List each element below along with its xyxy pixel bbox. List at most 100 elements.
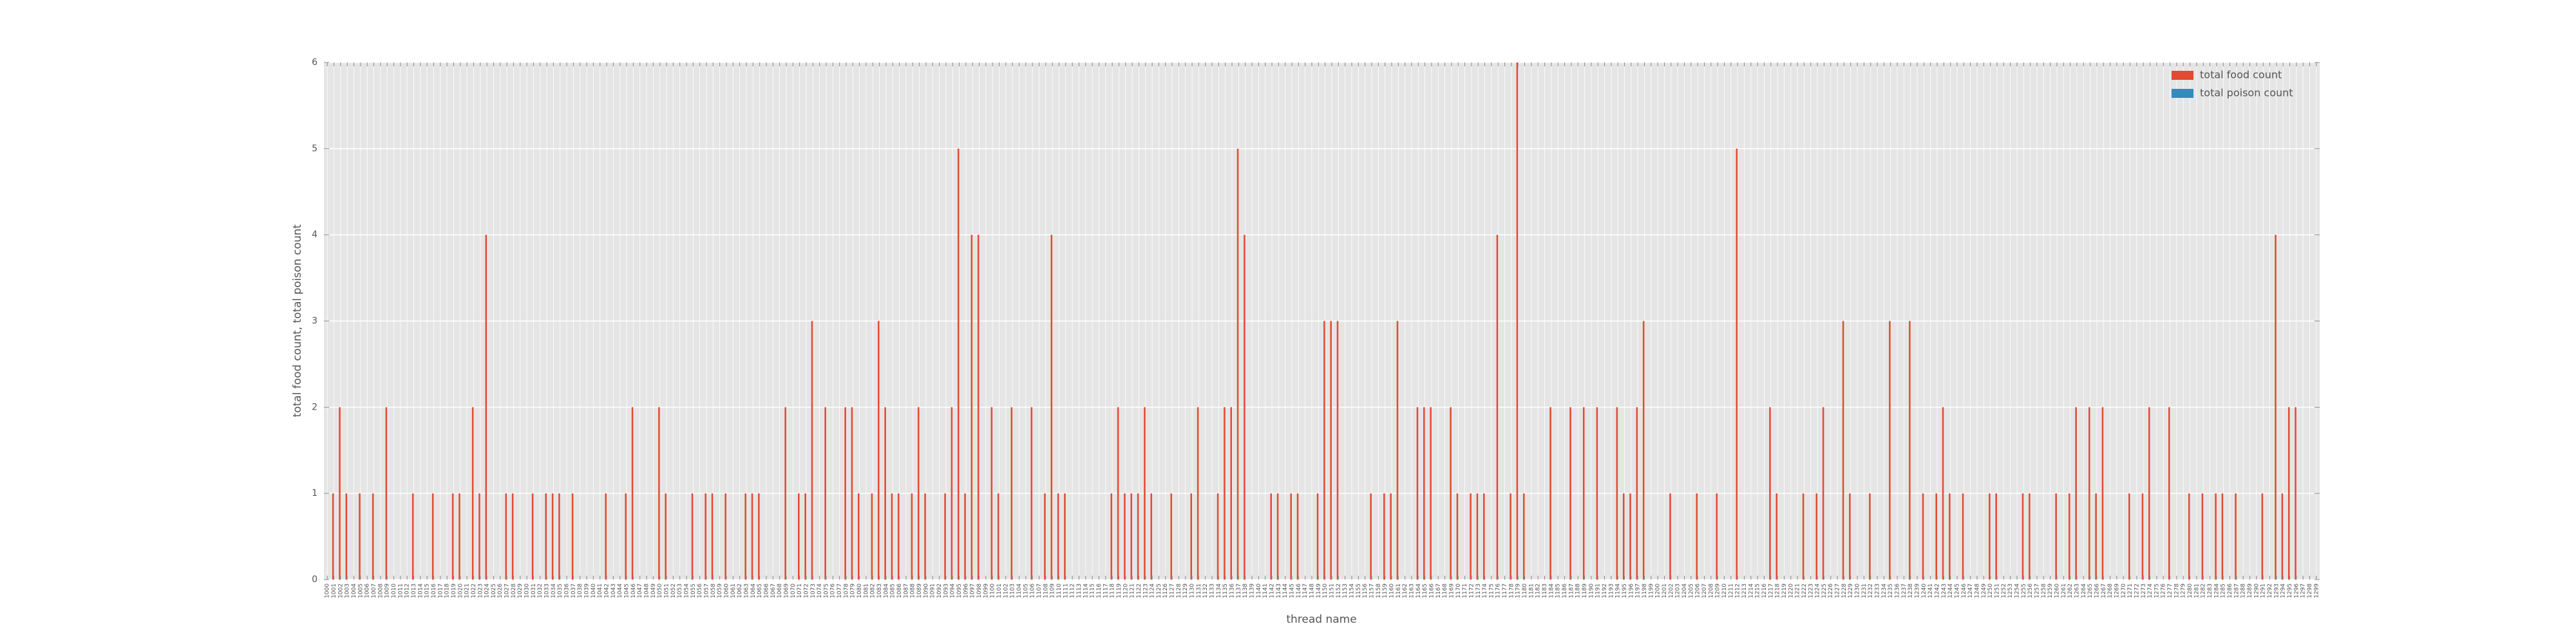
bar: [2029, 493, 2031, 580]
x-tick-label: 1162: [1402, 583, 1408, 598]
x-tick-label: 1077: [837, 583, 843, 598]
y-tick-label: 5: [312, 144, 317, 154]
x-tick-label: 1165: [1422, 583, 1428, 598]
bar: [784, 407, 786, 580]
bar: [844, 407, 846, 580]
x-tick-label: 1101: [996, 583, 1003, 598]
x-tick-label: 1092: [936, 583, 943, 598]
x-tick-label: 1076: [830, 583, 837, 598]
bar: [1696, 493, 1698, 580]
x-tick-label: 1085: [890, 583, 896, 598]
bar: [1909, 321, 1911, 580]
x-tick-label: 1129: [1182, 583, 1189, 598]
bar: [1396, 321, 1399, 580]
bar: [1197, 407, 1199, 580]
x-tick-label: 1033: [544, 583, 551, 598]
x-tick-label: 1173: [1475, 583, 1482, 598]
bar: [1430, 407, 1432, 580]
x-tick-label: 1119: [1116, 583, 1122, 598]
x-tick-label: 1216: [1761, 583, 1768, 598]
bar: [1124, 493, 1126, 580]
x-tick-label: 1272: [2134, 583, 2140, 598]
bar: [511, 493, 514, 580]
x-tick-label: 1270: [2121, 583, 2127, 598]
bar: [751, 493, 753, 580]
bar: [1236, 148, 1239, 580]
bar: [724, 493, 726, 580]
x-tick-label: 1297: [2300, 583, 2307, 598]
bar: [658, 407, 660, 580]
x-tick-label: 1186: [1562, 583, 1568, 598]
x-tick-label: 1049: [650, 583, 657, 598]
bar: [705, 493, 706, 580]
bar: [2128, 493, 2130, 580]
x-tick-label: 1250: [1987, 583, 1994, 598]
x-tick-label: 1071: [797, 583, 803, 598]
x-tick-label: 1008: [377, 583, 384, 598]
bar: [2075, 407, 2077, 580]
x-tick-label: 1053: [677, 583, 683, 598]
x-tick-label: 1174: [1482, 583, 1488, 598]
x-tick-label: 1111: [1063, 583, 1069, 598]
bar: [1776, 493, 1778, 580]
x-tick-label: 1253: [2007, 583, 2014, 598]
x-tick-label: 1243: [1941, 583, 1947, 598]
x-tick-label: 1147: [1302, 583, 1309, 598]
x-tick-label: 1044: [617, 583, 623, 598]
bar: [1330, 321, 1332, 580]
x-tick-label: 1148: [1309, 583, 1316, 598]
x-tick-label: 1015: [424, 583, 431, 598]
bar: [1842, 321, 1844, 580]
x-tick-label: 1150: [1322, 583, 1329, 598]
x-tick-label: 1141: [1262, 583, 1269, 598]
legend-swatch: [2172, 89, 2193, 98]
x-tick-label: 1104: [1016, 583, 1023, 598]
x-tick-label: 1113: [1076, 583, 1083, 598]
bar: [2281, 493, 2284, 580]
x-tick-label: 1181: [1528, 583, 1535, 598]
x-tick-label: 1206: [1695, 583, 1701, 598]
x-tick-label: 1028: [511, 583, 517, 598]
x-tick-label: 1246: [1961, 583, 1967, 598]
x-tick-label: 1194: [1615, 583, 1622, 598]
x-tick-label: 1048: [644, 583, 650, 598]
bar: [2069, 493, 2070, 580]
x-tick-label: 1179: [1515, 583, 1522, 598]
x-tick-label: 1292: [2267, 583, 2273, 598]
bar: [1642, 321, 1645, 580]
x-tick-label: 1224: [1815, 583, 1821, 598]
x-tick-label: 1183: [1542, 583, 1548, 598]
x-tick-label: 1079: [850, 583, 857, 598]
x-tick-label: 1009: [384, 583, 391, 598]
x-tick-label: 1290: [2253, 583, 2260, 598]
bar: [1496, 234, 1499, 580]
x-tick-label: 1096: [963, 583, 969, 598]
x-tick-label: 1157: [1368, 583, 1375, 598]
x-tick-label: 1102: [1003, 583, 1009, 598]
bar: [1450, 407, 1452, 580]
x-tick-label: 1017: [437, 583, 444, 598]
x-tick-label: 1121: [1130, 583, 1136, 598]
x-tick-label: 1268: [2107, 583, 2114, 598]
x-tick-label: 1032: [537, 583, 544, 598]
x-tick-label: 1178: [1508, 583, 1515, 598]
bar: [1416, 407, 1419, 580]
bar: [1483, 493, 1485, 580]
bar: [1716, 493, 1718, 580]
x-tick-label: 1022: [471, 583, 477, 598]
x-tick-label: 1248: [1975, 583, 1981, 598]
x-tick-label: 1006: [365, 583, 371, 598]
x-tick-label: 1291: [2260, 583, 2267, 598]
x-tick-label: 1203: [1675, 583, 1681, 598]
bar: [1802, 493, 1804, 580]
x-tick-label: 1256: [2027, 583, 2034, 598]
bar: [1889, 321, 1891, 580]
bar: [1629, 493, 1631, 580]
bar: [1064, 493, 1066, 580]
x-tick-label: 1120: [1122, 583, 1129, 598]
x-tick-label: 1114: [1083, 583, 1089, 598]
x-tick-label: 1072: [803, 583, 810, 598]
x-tick-label: 1199: [1648, 583, 1654, 598]
bar: [571, 493, 574, 580]
bar: [1989, 493, 1991, 580]
